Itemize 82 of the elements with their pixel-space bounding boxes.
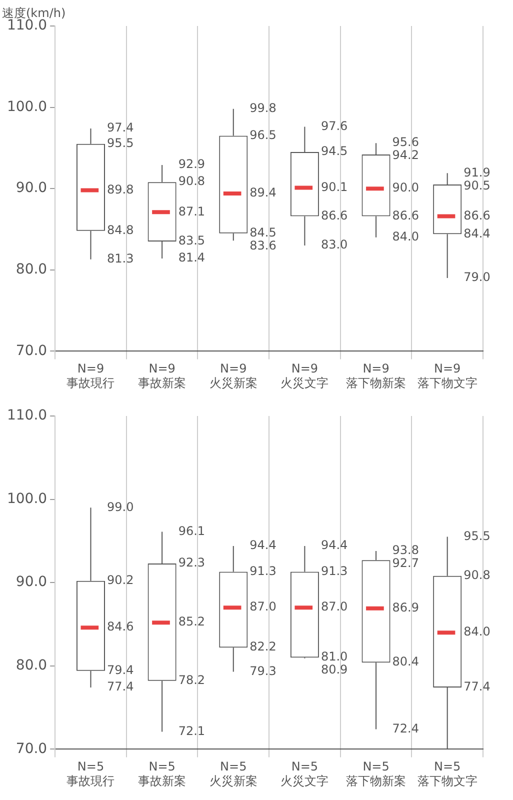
text: 92.9: [178, 157, 206, 172]
text: 90.1: [320, 180, 348, 194]
x-tick-label: N=5 事故新案: [138, 760, 186, 788]
x-tick-label: N=9 落下物文字: [417, 362, 478, 390]
text: 87.0: [250, 600, 276, 614]
text: 89.8: [107, 182, 134, 196]
text: 91.3: [250, 564, 276, 578]
text: 83.6: [250, 238, 276, 252]
text: 84.0: [392, 230, 420, 244]
y-tick-label: 80.0: [16, 658, 48, 674]
x-tick-label: N=5 事故現行: [66, 760, 115, 788]
y-tick-label: 90.0: [16, 180, 48, 196]
y-tick-label: 100.0: [6, 490, 48, 507]
text: 87.1: [178, 204, 206, 218]
text: 80.4: [392, 654, 420, 669]
x-tick-label: N=9 事故現行: [66, 362, 115, 390]
text: 82.2: [250, 640, 276, 654]
text: 97.4: [107, 120, 134, 135]
x-tick-label: N=5 落下物文字: [417, 760, 478, 788]
text: 94.5: [320, 144, 348, 158]
y-tick-label: 70.0: [16, 342, 48, 359]
text: 83.5: [178, 234, 206, 248]
x-tick-label: N=9 事故新案: [138, 362, 186, 390]
x-tick-label: N=5 落下物新案: [346, 760, 406, 788]
x-tick-label: N=9 落下物新案: [346, 362, 406, 390]
text: 77.4: [464, 680, 490, 694]
y-tick-label: 70.0: [16, 740, 48, 757]
x-tick-label: N=9 火災文字: [280, 362, 329, 390]
text: 90.8: [178, 174, 206, 188]
text: 84.6: [107, 620, 134, 634]
text: 93.8: [392, 543, 420, 558]
y-axis-title: 速度(km/h): [2, 6, 66, 20]
text: 95.5: [464, 528, 490, 543]
text: 90.0: [392, 180, 420, 195]
text: 79.4: [107, 663, 134, 678]
text: 96.1: [178, 524, 206, 538]
y-tick-label: 100.0: [6, 98, 48, 115]
text: 81.4: [178, 250, 206, 265]
text: 72.1: [178, 724, 206, 738]
x-tick-label: N=5 火災文字: [280, 760, 329, 788]
text: 96.5: [250, 128, 276, 142]
text: 99.0: [107, 500, 134, 514]
text: 86.9: [392, 600, 420, 615]
text: 86.6: [464, 208, 490, 222]
text: 86.6: [320, 208, 348, 222]
text: 86.6: [392, 208, 420, 222]
text: 95.6: [392, 135, 420, 150]
text: 90.8: [464, 568, 490, 582]
text: 90.2: [107, 573, 134, 588]
text: 81.0: [320, 650, 348, 664]
text: 79.3: [250, 664, 276, 678]
text: 99.8: [250, 101, 276, 116]
text: 87.0: [320, 600, 348, 614]
text: 78.2: [178, 673, 206, 688]
text: 83.0: [320, 238, 348, 252]
text: 85.2: [178, 614, 206, 629]
text: 94.4: [320, 538, 348, 552]
text: 92.7: [392, 556, 420, 570]
text: 91.3: [320, 564, 348, 578]
text: 79.0: [464, 270, 490, 284]
text: 91.9: [464, 165, 490, 180]
text: 84.4: [464, 226, 490, 240]
text: 92.3: [178, 556, 206, 570]
text: 81.3: [107, 251, 134, 266]
text: 84.0: [464, 624, 490, 639]
y-tick-label: 110.0: [6, 18, 48, 34]
text: 72.4: [392, 721, 420, 736]
text: 84.8: [107, 223, 134, 237]
x-tick-label: N=9 火災新案: [209, 362, 258, 390]
y-tick-label: 80.0: [16, 262, 48, 278]
text: 95.5: [107, 136, 134, 150]
text: 80.9: [320, 662, 348, 677]
y-tick-label: 110.0: [6, 408, 48, 424]
x-tick-label: N=5 火災新案: [209, 760, 258, 788]
text: 89.4: [250, 186, 276, 200]
text: 90.5: [464, 178, 490, 192]
text: 94.4: [250, 538, 276, 552]
y-tick-label: 90.0: [16, 574, 48, 590]
text: 94.2: [392, 148, 420, 162]
text: 77.4: [107, 680, 134, 694]
text: 97.6: [320, 118, 348, 133]
text: 84.5: [250, 225, 276, 240]
